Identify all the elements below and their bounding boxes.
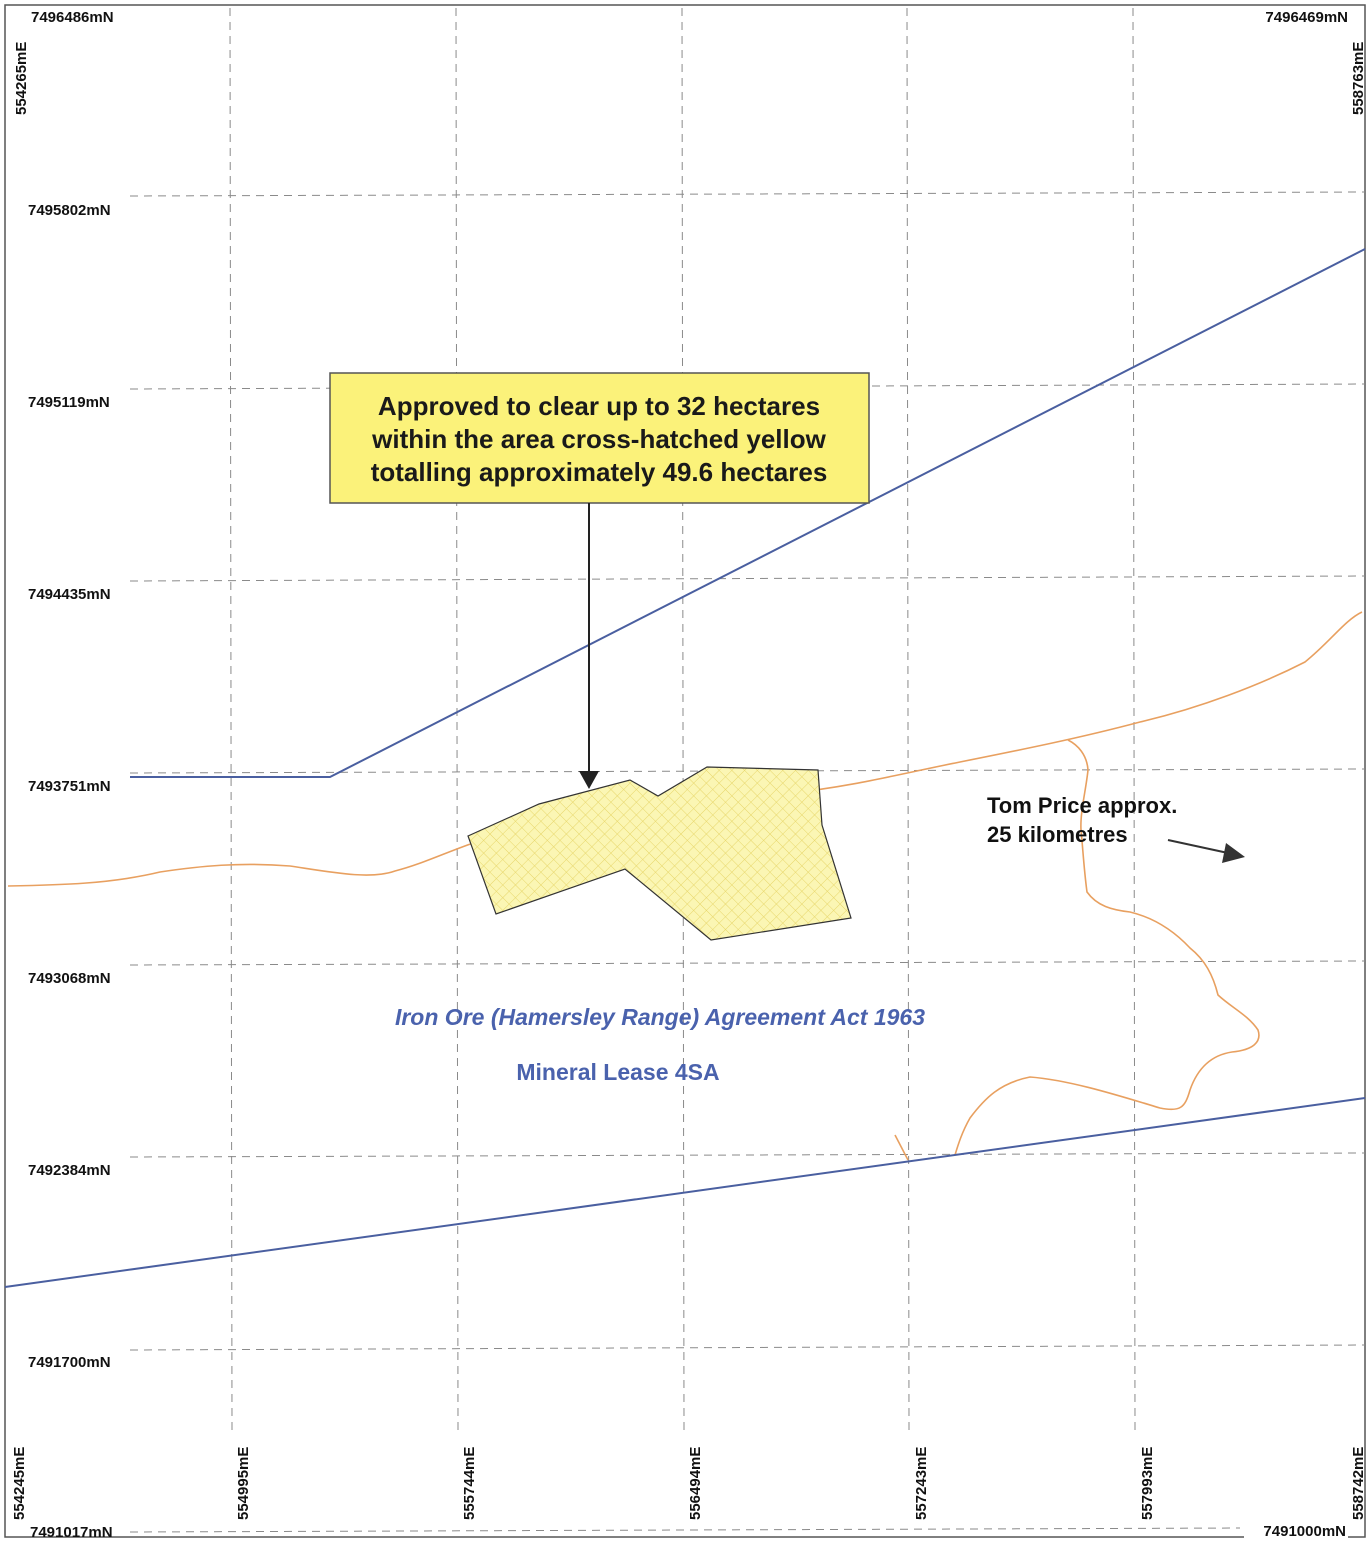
northing-label-7: 7491700mN	[28, 1354, 111, 1371]
map-frame	[4, 4, 1366, 1538]
gridline-east-2	[229, 7, 233, 1431]
callout-line-2: within the area cross-hatched yellow	[371, 424, 826, 454]
northing-labels: 7495802mN 7495119mN 7494435mN 7493751mN …	[25, 200, 135, 1372]
gridline-east-3	[455, 7, 459, 1431]
easting-label-3: 555744mE	[461, 1447, 478, 1520]
gridline-north-bottom	[129, 1527, 1241, 1533]
easting-label-6: 557993mE	[1139, 1447, 1156, 1520]
callout-line-3: totalling approximately 49.6 hectares	[371, 457, 828, 487]
northing-label-4: 7493751mN	[28, 778, 111, 795]
gridline-north-7	[129, 1344, 1366, 1351]
easting-label-4: 556494mE	[687, 1447, 704, 1520]
tom-price-line-2: 25 kilometres	[987, 822, 1128, 847]
northing-label-1: 7495802mN	[28, 202, 111, 219]
branch-track	[954, 739, 1260, 1156]
gridline-north-3	[129, 575, 1366, 582]
gridline-north-5	[129, 960, 1366, 966]
northing-label-2: 7495119mN	[28, 394, 110, 411]
corner-bottom-left-north: 7491017mN	[30, 1524, 113, 1541]
northing-label-3: 7494435mN	[28, 586, 111, 603]
tom-price-note: Tom Price approx. 25 kilometres	[987, 793, 1245, 863]
northing-label-6: 7492384mN	[28, 1162, 111, 1179]
corner-top-left-east: 554265mE	[13, 42, 30, 115]
gridline-north-1	[129, 191, 1366, 197]
easting-label-7: 558742mE	[1350, 1447, 1367, 1520]
lease-boundaries	[4, 248, 1366, 1288]
callout-line-1: Approved to clear up to 32 hectares	[378, 391, 820, 421]
callout-arrow-head	[579, 771, 599, 789]
corner-bottom-right-north: 7491000mN	[1263, 1523, 1346, 1540]
easting-label-1: 554245mE	[11, 1447, 28, 1520]
act-label: Iron Ore (Hamersley Range) Agreement Act…	[395, 1004, 925, 1030]
tom-price-arrow-head	[1222, 843, 1245, 863]
lease-label: Mineral Lease 4SA	[516, 1059, 719, 1085]
gridline-north-6	[129, 1152, 1366, 1158]
tom-price-line-1: Tom Price approx.	[987, 793, 1177, 818]
easting-label-2: 554995mE	[235, 1447, 252, 1520]
corner-top-right-north: 7496469mN	[1265, 9, 1348, 26]
easting-labels: 554245mE 554995mE 555744mE 556494mE 5572…	[11, 1447, 1367, 1520]
clearing-area	[467, 766, 852, 941]
gridline-east-5	[906, 7, 910, 1431]
upper-boundary	[130, 248, 1366, 778]
lower-boundary	[4, 1097, 1366, 1288]
corner-top-left-north: 7496486mN	[31, 9, 114, 26]
tom-price-arrow-shaft	[1167, 839, 1229, 854]
callout-box	[329, 372, 870, 504]
approval-callout: Approved to clear up to 32 hectares with…	[329, 372, 870, 789]
track-stub	[894, 1134, 909, 1161]
corner-top-right-east: 558763mE	[1350, 42, 1367, 115]
northing-label-5: 7493068mN	[28, 970, 111, 987]
gridline-east-4	[681, 7, 685, 1431]
gridline-east-6	[1132, 7, 1136, 1431]
easting-label-5: 557243mE	[913, 1447, 930, 1520]
